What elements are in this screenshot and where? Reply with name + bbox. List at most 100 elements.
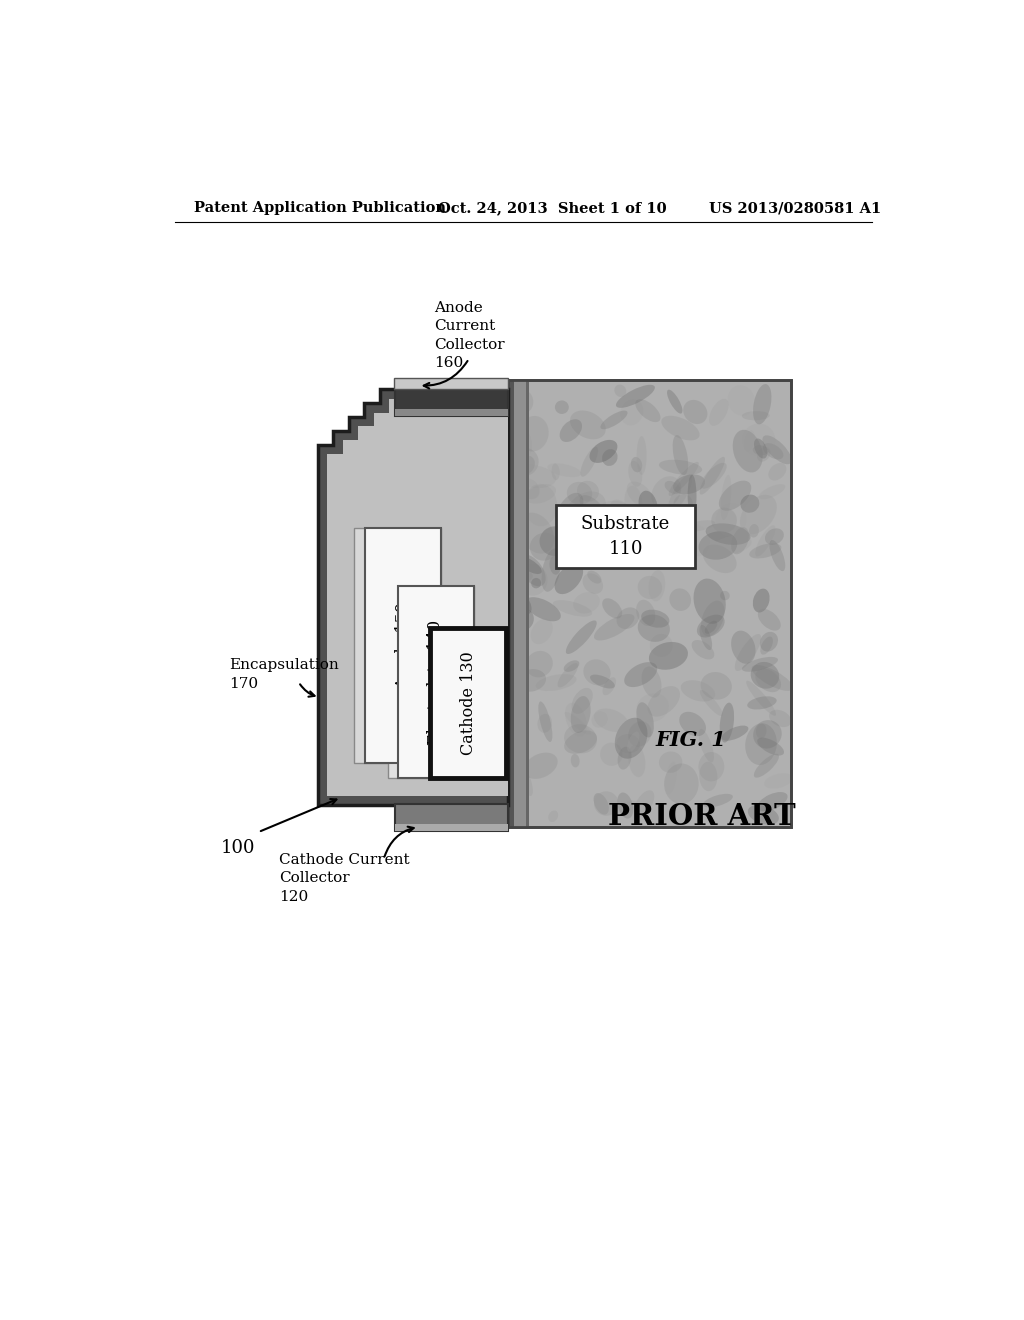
- Text: Cathode 130: Cathode 130: [460, 651, 477, 755]
- Ellipse shape: [616, 607, 639, 630]
- Ellipse shape: [563, 660, 580, 672]
- Ellipse shape: [670, 589, 691, 611]
- Ellipse shape: [565, 702, 587, 737]
- Bar: [395, 825, 508, 830]
- Text: Patent Application Publication: Patent Application Publication: [194, 202, 445, 215]
- Polygon shape: [328, 399, 508, 796]
- Text: Oct. 24, 2013  Sheet 1 of 10: Oct. 24, 2013 Sheet 1 of 10: [438, 202, 667, 215]
- Ellipse shape: [606, 513, 641, 544]
- Ellipse shape: [665, 480, 681, 494]
- Ellipse shape: [697, 615, 725, 638]
- Ellipse shape: [616, 385, 655, 408]
- Ellipse shape: [769, 540, 785, 572]
- Ellipse shape: [681, 680, 715, 701]
- Ellipse shape: [516, 556, 542, 574]
- Ellipse shape: [555, 400, 568, 414]
- Ellipse shape: [650, 634, 673, 657]
- Ellipse shape: [555, 564, 583, 594]
- Ellipse shape: [625, 486, 642, 517]
- Ellipse shape: [548, 810, 558, 822]
- Ellipse shape: [600, 411, 628, 429]
- Ellipse shape: [524, 752, 558, 779]
- Ellipse shape: [700, 672, 732, 700]
- Ellipse shape: [751, 661, 779, 689]
- Ellipse shape: [594, 500, 637, 535]
- Ellipse shape: [525, 651, 553, 677]
- Ellipse shape: [647, 686, 680, 717]
- Ellipse shape: [567, 482, 592, 506]
- Ellipse shape: [673, 436, 688, 475]
- Ellipse shape: [627, 731, 640, 752]
- Text: FIG. 1: FIG. 1: [655, 730, 726, 750]
- Bar: [395, 389, 508, 416]
- Ellipse shape: [627, 482, 654, 508]
- Ellipse shape: [564, 711, 591, 735]
- Ellipse shape: [768, 463, 786, 480]
- Ellipse shape: [667, 389, 682, 413]
- Ellipse shape: [698, 729, 714, 763]
- Ellipse shape: [625, 508, 658, 523]
- Ellipse shape: [735, 634, 761, 671]
- Ellipse shape: [634, 791, 654, 817]
- Ellipse shape: [625, 663, 657, 688]
- Polygon shape: [317, 389, 508, 805]
- Bar: [508, 380, 791, 826]
- Ellipse shape: [763, 436, 792, 465]
- Ellipse shape: [731, 527, 749, 554]
- Bar: [430, 628, 506, 779]
- Ellipse shape: [684, 520, 715, 532]
- Ellipse shape: [570, 696, 591, 733]
- Text: Encapsulation
170: Encapsulation 170: [228, 659, 339, 690]
- Ellipse shape: [742, 657, 778, 672]
- Ellipse shape: [764, 774, 793, 788]
- Ellipse shape: [540, 527, 570, 556]
- Ellipse shape: [719, 480, 752, 511]
- Ellipse shape: [639, 491, 657, 523]
- Ellipse shape: [750, 544, 781, 558]
- Ellipse shape: [699, 457, 725, 495]
- Ellipse shape: [614, 718, 647, 759]
- Ellipse shape: [760, 632, 778, 652]
- Text: PRIOR ART: PRIOR ART: [608, 803, 796, 832]
- Bar: [526, 380, 529, 826]
- Ellipse shape: [756, 669, 781, 692]
- Ellipse shape: [765, 528, 783, 545]
- Ellipse shape: [699, 690, 723, 715]
- Ellipse shape: [662, 416, 699, 441]
- Ellipse shape: [511, 447, 539, 477]
- Bar: [394, 378, 508, 389]
- Ellipse shape: [698, 752, 724, 781]
- Bar: [366, 528, 441, 763]
- Ellipse shape: [570, 754, 580, 767]
- Ellipse shape: [573, 593, 600, 614]
- Ellipse shape: [594, 614, 635, 640]
- Bar: [395, 409, 508, 416]
- Ellipse shape: [746, 681, 776, 715]
- Ellipse shape: [584, 659, 610, 685]
- Ellipse shape: [587, 570, 601, 583]
- Ellipse shape: [706, 523, 751, 545]
- Ellipse shape: [753, 445, 768, 455]
- Text: Substrate
110: Substrate 110: [581, 515, 670, 558]
- Ellipse shape: [659, 751, 682, 772]
- Ellipse shape: [753, 589, 770, 612]
- Ellipse shape: [617, 747, 632, 770]
- Ellipse shape: [759, 484, 785, 499]
- Ellipse shape: [733, 430, 763, 473]
- Ellipse shape: [538, 714, 552, 733]
- Bar: [556, 506, 695, 568]
- Ellipse shape: [758, 792, 787, 812]
- Ellipse shape: [709, 399, 729, 426]
- Ellipse shape: [659, 459, 702, 475]
- Ellipse shape: [763, 444, 783, 459]
- Ellipse shape: [649, 642, 688, 669]
- Ellipse shape: [507, 422, 532, 458]
- Ellipse shape: [518, 416, 549, 451]
- Ellipse shape: [674, 494, 692, 513]
- Ellipse shape: [743, 430, 755, 453]
- Ellipse shape: [637, 693, 669, 722]
- Ellipse shape: [614, 384, 627, 397]
- Ellipse shape: [516, 669, 546, 692]
- Ellipse shape: [705, 620, 717, 634]
- Ellipse shape: [536, 675, 577, 692]
